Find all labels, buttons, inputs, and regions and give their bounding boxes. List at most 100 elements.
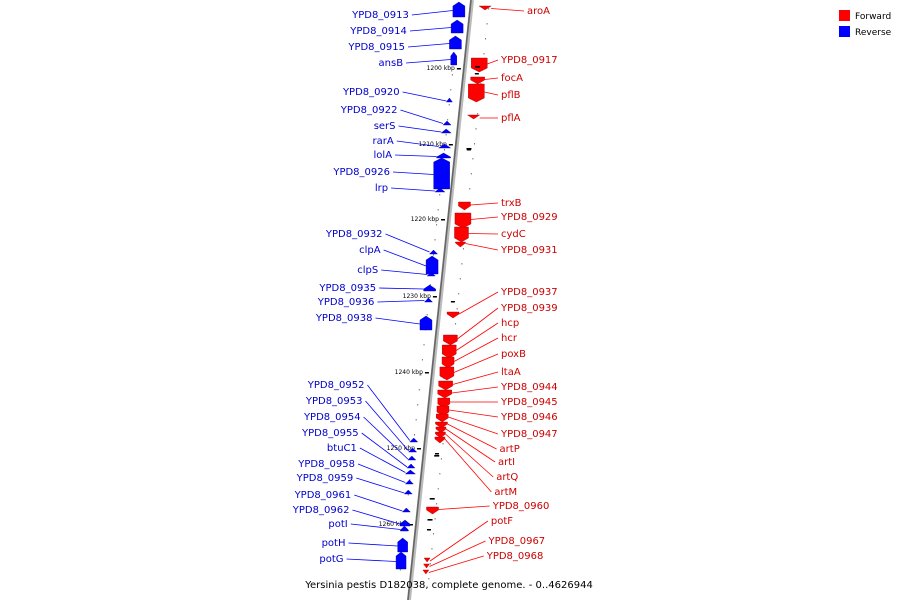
forward-gene-label: artP xyxy=(500,444,520,455)
reverse-gene-leader xyxy=(395,154,437,157)
forward-gene-leader xyxy=(445,433,494,478)
forward-gene-feature xyxy=(423,563,430,569)
forward-gene-feature xyxy=(455,241,466,248)
reverse-gene-feature xyxy=(401,507,411,513)
forward-gene-leader xyxy=(451,386,499,394)
forward-gene-leader xyxy=(448,409,499,418)
forward-gene-leader xyxy=(468,233,499,235)
forward-gene-leader xyxy=(484,77,499,80)
forward-gene-leader xyxy=(457,307,499,340)
reverse-gene-leader xyxy=(346,558,397,562)
reverse-gene-feature xyxy=(399,519,411,527)
reverse-gene-label: YPD8_0926 xyxy=(332,167,390,178)
reverse-gene-label: clpS xyxy=(357,265,378,276)
reverse-gene-label: ansB xyxy=(379,58,404,69)
reverse-gene-leader xyxy=(411,10,453,16)
reverse-gene-leader xyxy=(365,400,409,452)
forward-gene-leader xyxy=(458,291,499,315)
reverse-gene-leader xyxy=(406,59,451,64)
reverse-gene-label: YPD8_0954 xyxy=(303,412,361,423)
forward-gene-label: aroA xyxy=(527,6,550,17)
minor-feature xyxy=(427,519,433,521)
tick-mark xyxy=(441,219,446,221)
forward-gene-leader xyxy=(453,337,499,362)
reverse-gene-leader xyxy=(377,300,425,303)
tick-mark xyxy=(450,301,455,303)
reverse-gene-feature xyxy=(450,51,457,66)
reverse-gene-label: YPD8_0938 xyxy=(315,313,373,324)
tick-label: 1210 kbp xyxy=(419,141,447,148)
reverse-gene-feature xyxy=(409,437,419,443)
reverse-gene-feature xyxy=(423,284,436,292)
legend: Forward Reverse xyxy=(839,10,892,38)
forward-gene-label: pflB xyxy=(501,90,521,101)
axis-ticks: 1200 kbp 1210 kbp 1220 kbp 1230 kbp 1240 kbp… xyxy=(379,65,479,531)
reverse-gene-label: YPD8_0961 xyxy=(294,490,352,501)
forward-gene-feature xyxy=(454,212,472,229)
tick-mark xyxy=(434,453,439,455)
reverse-gene-feature xyxy=(419,315,433,331)
minor-feature xyxy=(434,455,440,457)
tick-mark xyxy=(408,524,413,526)
reverse-gene-leader xyxy=(359,447,406,473)
forward-gene-leader xyxy=(448,416,499,435)
reverse-gene-leader xyxy=(398,125,442,133)
forward-gene-label: cydC xyxy=(501,229,526,240)
reverse-gene-label: YPD8_0922 xyxy=(340,105,398,116)
tick-mark xyxy=(456,68,461,70)
reverse-gene-label: YPD8_0952 xyxy=(307,380,365,391)
reverse-gene-feature xyxy=(426,271,436,277)
reverse-gene-feature xyxy=(406,463,416,469)
reverse-gene-label: YPD8_0959 xyxy=(296,473,354,484)
forward-gene-feature xyxy=(441,344,457,359)
reverse-gene-leader xyxy=(348,542,398,547)
forward-gene-label: ltaA xyxy=(501,367,521,378)
reverse-gene-leader xyxy=(407,43,450,48)
reverse-gene-feature xyxy=(436,152,451,159)
reverse-gene-feature xyxy=(452,1,466,18)
forward-gene-leader xyxy=(484,91,499,96)
reverse-gene-feature xyxy=(434,187,446,193)
forward-gene-leader xyxy=(438,505,490,510)
forward-gene-label: YPD8_0931 xyxy=(500,245,558,256)
forward-gene-label: potF xyxy=(491,516,513,527)
reverse-gene-feature xyxy=(395,551,407,570)
reverse-gene-label: YPD8_0915 xyxy=(347,42,405,53)
forward-gene-leader xyxy=(470,202,499,206)
forward-gene-label: YPD8_0937 xyxy=(500,287,558,298)
forward-gene-leader xyxy=(447,423,497,450)
forward-gene-leader xyxy=(452,371,499,385)
reverse-gene-feature xyxy=(408,447,418,453)
tick-label: 1230 kbp xyxy=(403,293,431,300)
reverse-gene-feature xyxy=(437,143,452,149)
reverse-gene-leader xyxy=(352,509,401,525)
reverse-gene-leader xyxy=(409,27,452,32)
reverse-gene-leader xyxy=(375,317,421,325)
reverse-gene-label: YPD8_0958 xyxy=(297,459,355,470)
forward-gene-leader xyxy=(444,438,492,493)
reverse-gene-feature xyxy=(400,525,409,532)
tick-label: 1260 kbp xyxy=(379,521,407,528)
reverse-gene-label: YPD8_0935 xyxy=(318,283,376,294)
forward-gene-label: YPD8_0947 xyxy=(500,429,558,440)
reverse-gene-leader xyxy=(385,233,430,253)
reverse-gene-feature xyxy=(450,19,464,34)
forward-gene-label: YPD8_0960 xyxy=(492,501,550,512)
reverse-gene-label: YPD8_0914 xyxy=(349,26,407,37)
reverse-gene-leader xyxy=(392,171,434,175)
forward-gene-label: YPD8_0968 xyxy=(486,551,544,562)
legend-reverse-swatch xyxy=(839,26,850,37)
reverse-gene-feature xyxy=(429,249,439,255)
forward-gene-leader xyxy=(453,353,499,373)
reverse-gene-label: YPD8_0920 xyxy=(342,87,400,98)
forward-gene-label: YPD8_0946 xyxy=(500,412,558,423)
legend-forward-label: Forward xyxy=(855,12,891,22)
forward-gene-leader xyxy=(470,216,499,220)
tick-mark xyxy=(416,448,421,450)
reverse-gene-leader xyxy=(363,416,409,460)
forward-gene-label: artM xyxy=(494,487,517,498)
reverse-gene-label: btuC1 xyxy=(327,443,357,454)
minor-feature xyxy=(466,148,472,150)
reverse-gene-leader xyxy=(354,494,403,512)
reverse-gene-leader xyxy=(379,287,424,290)
